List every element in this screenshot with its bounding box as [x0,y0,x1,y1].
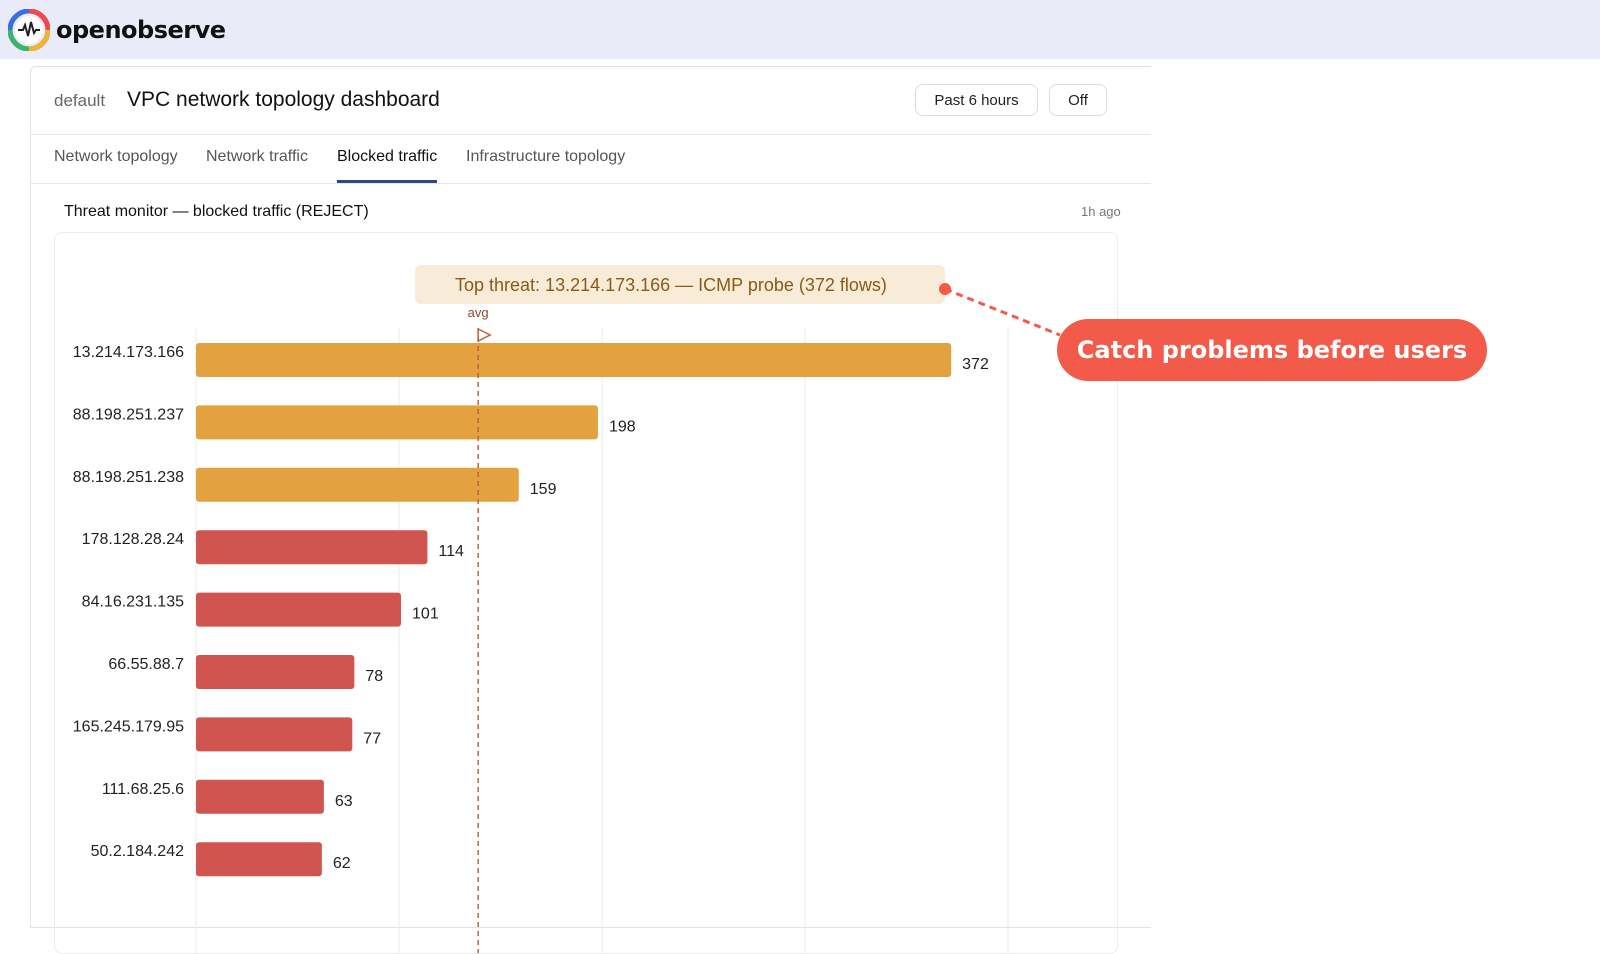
value-label: 198 [609,418,636,435]
bar [196,405,598,440]
avg-label: avg [468,305,489,320]
chart-panel: 13.214.173.166 372 88.198.251.237 198 88.198… [54,232,1118,954]
dashboard-title: VPC network topology dashboard [127,88,440,111]
avg-marker [477,327,492,343]
value-label: 372 [962,356,989,373]
bar [196,842,322,877]
tab-blocked-traffic[interactable]: Blocked traffic [337,148,438,183]
category-label: 165.245.179.95 [73,718,184,735]
top-threat-annotation-text: Top threat: 13.214.173.166 — ICMP probe … [455,275,887,295]
category-label: 88.198.251.237 [73,406,184,423]
dashboard-tabs: Network topology Network traffic Blocked… [31,135,1151,184]
category-label: 178.128.28.24 [82,531,184,548]
dashboard-header: default VPC network topology dashboard P… [31,67,1151,135]
value-label: 114 [438,543,464,560]
value-label: 78 [365,668,383,685]
tab-network-topology[interactable]: Network topology [54,148,178,165]
brand-name: openobserve [56,16,226,44]
value-label: 63 [335,793,353,810]
value-label: 101 [412,606,439,623]
auto-refresh-button[interactable]: Off [1049,84,1107,116]
brand-logo[interactable]: openobserve [8,9,226,51]
bar [196,592,402,627]
dashboard-card: default VPC network topology dashboard P… [30,66,1151,954]
panel-updated-time: 1h ago [1081,204,1121,219]
bar [196,779,324,814]
org-label: default [54,91,106,110]
time-range-button[interactable]: Past 6 hours [915,84,1038,116]
bar [196,343,952,377]
bar [196,467,519,502]
value-label: 62 [333,855,351,872]
openobserve-logo-icon [8,9,50,51]
threat-bar-chart: 13.214.173.166 372 88.198.251.237 198 88.198… [73,265,1009,953]
callout-badge: Catch problems before users do [1057,319,1487,426]
category-label: 50.2.184.242 [91,843,185,860]
category-label: 13.214.173.166 [73,344,184,361]
tab-network-traffic[interactable]: Network traffic [206,148,308,165]
category-label: 66.55.88.7 [108,656,184,673]
bar [196,717,353,752]
bar [196,655,355,689]
category-label: 84.16.231.135 [82,594,184,611]
panel-title: Threat monitor — blocked traffic (REJECT… [64,203,369,220]
value-label: 77 [363,730,381,747]
value-label: 159 [530,481,557,498]
bar [196,530,428,565]
top-threat-annotation [415,265,945,304]
category-label: 88.198.251.238 [73,469,184,486]
top-bar: openobserve [0,0,1600,59]
tab-infrastructure-topology[interactable]: Infrastructure topology [466,148,626,165]
category-label: 111.68.25.6 [102,781,184,798]
